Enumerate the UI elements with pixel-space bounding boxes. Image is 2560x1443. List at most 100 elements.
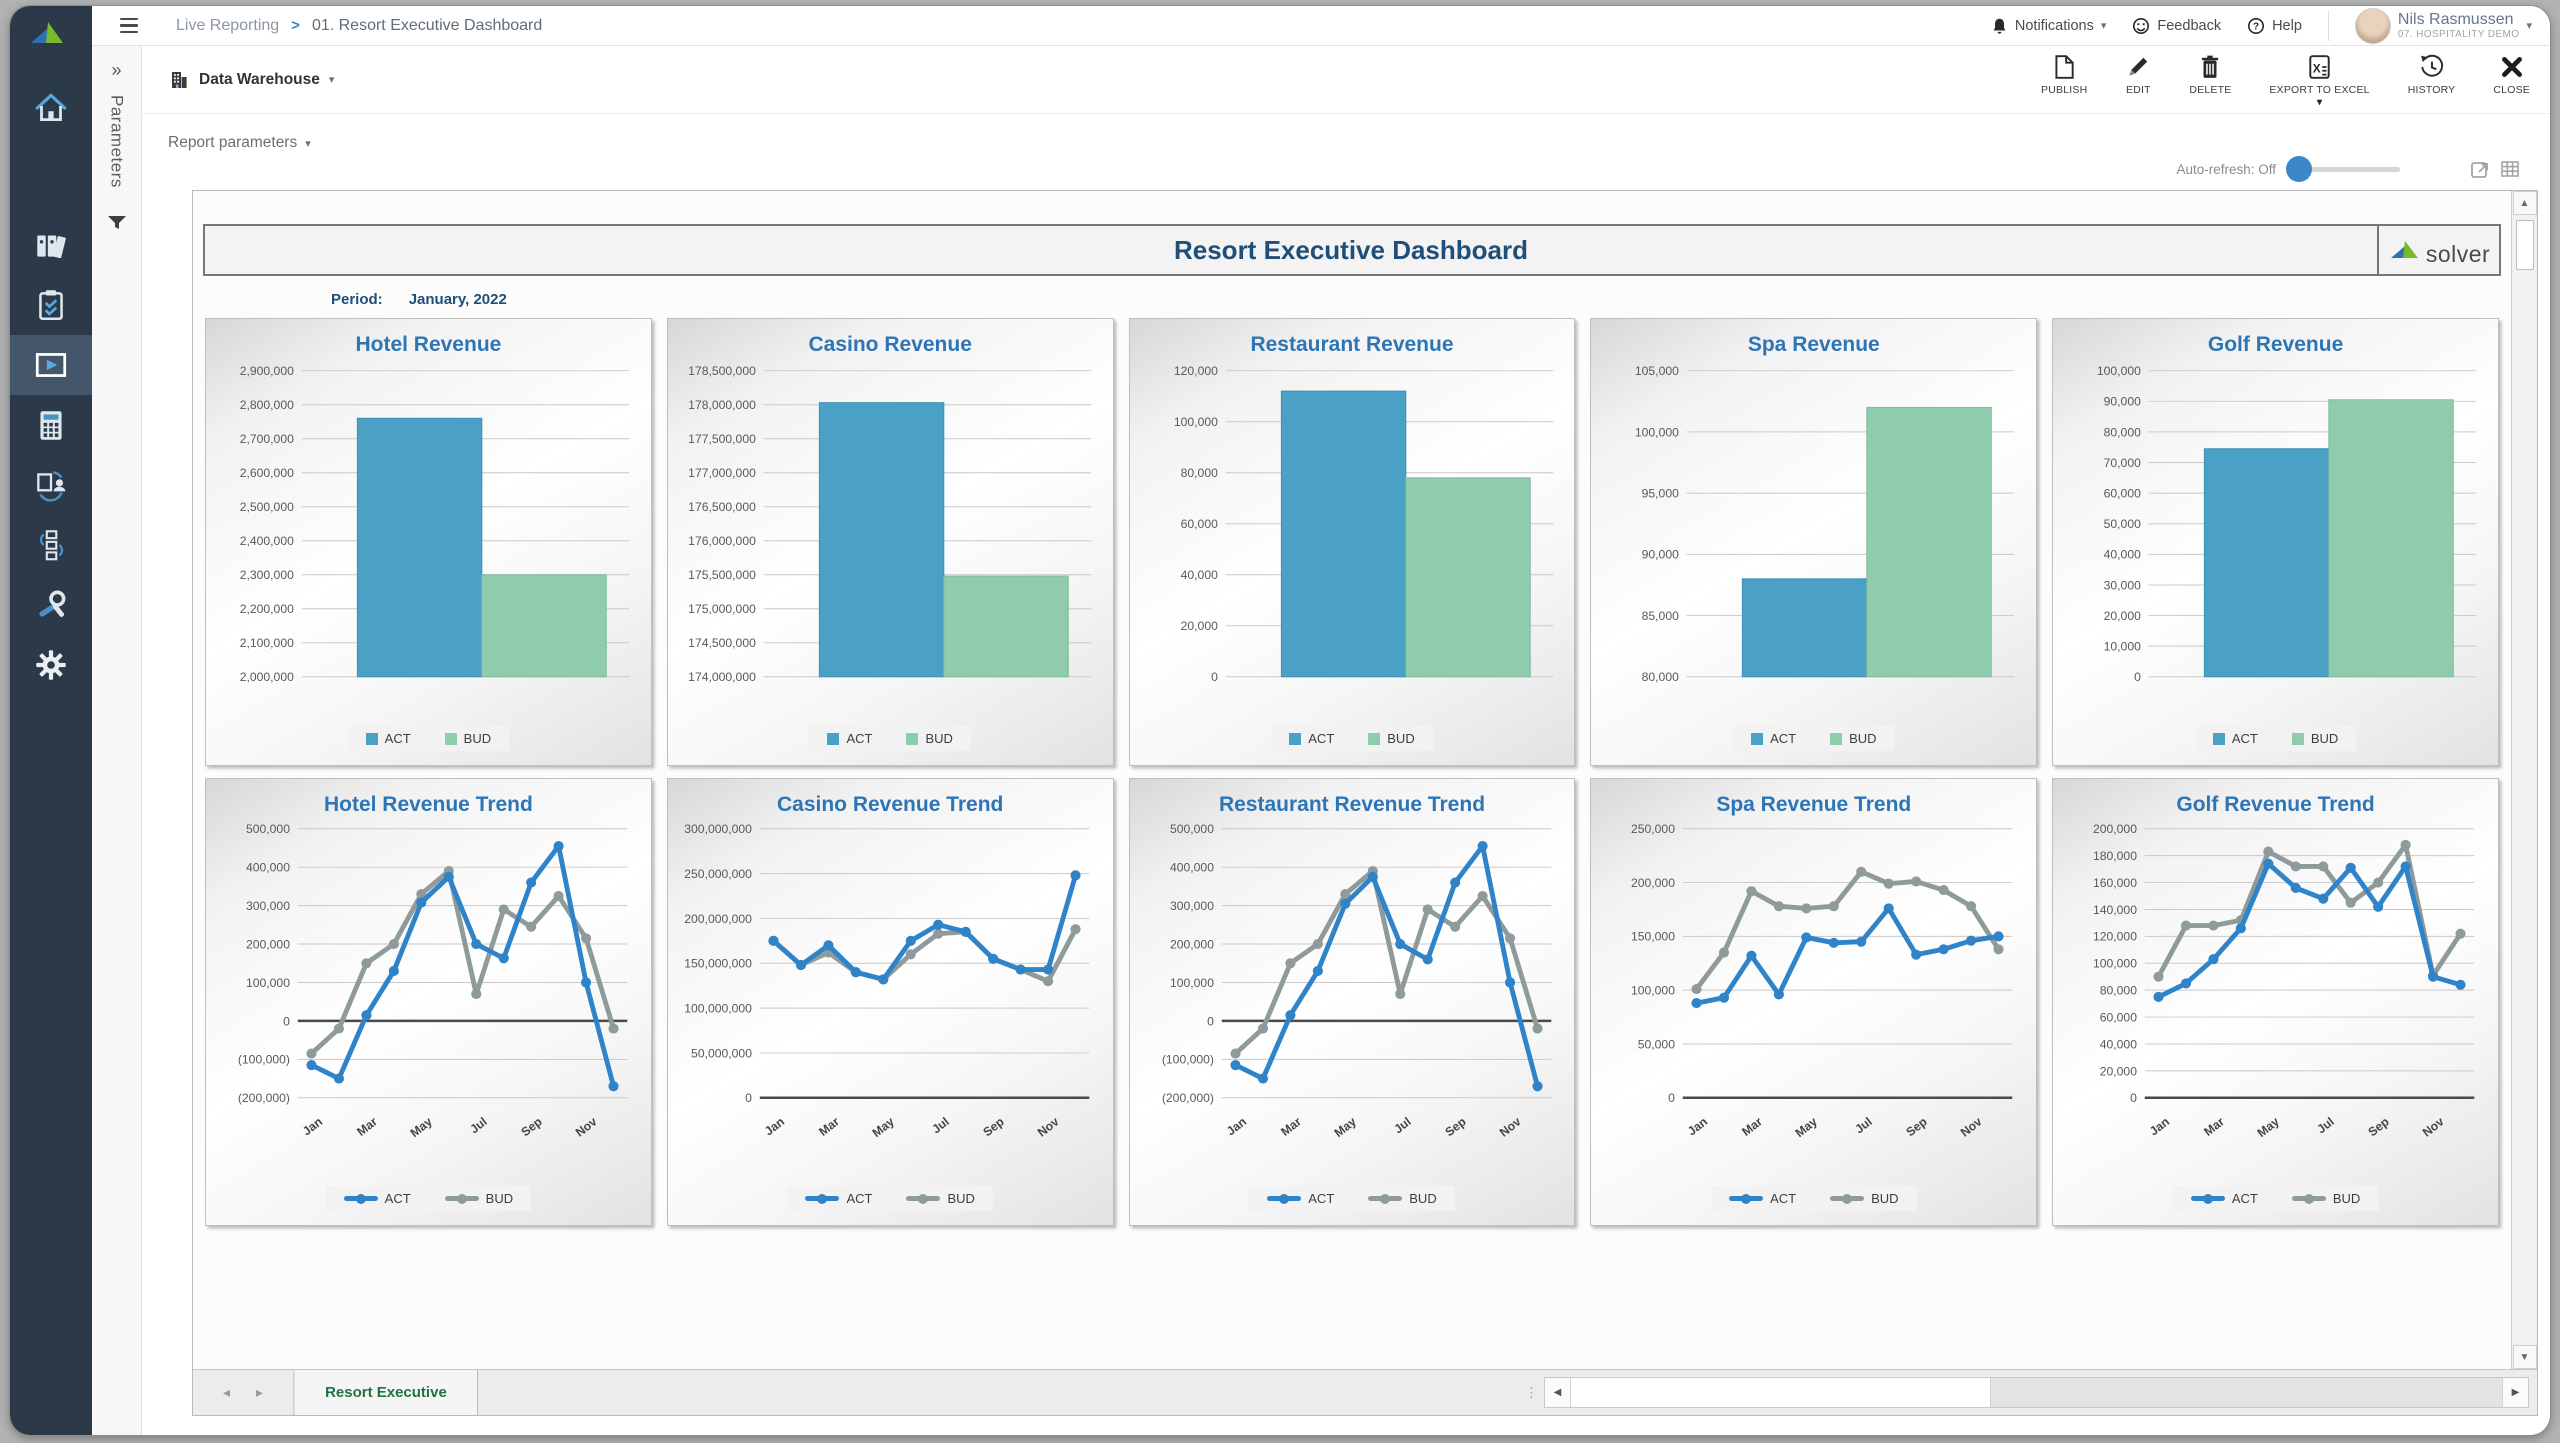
chevron-down-icon: ▾ <box>2100 20 2107 32</box>
delete-label: DELETE <box>2189 83 2232 96</box>
period-value: January, 2022 <box>408 291 507 308</box>
history-button[interactable]: HISTORY <box>2408 54 2456 106</box>
svg-text:2,300,000: 2,300,000 <box>240 568 294 582</box>
sidebar-item-archive[interactable] <box>10 215 92 275</box>
scroll-right-button[interactable]: ▶ <box>2502 1378 2528 1407</box>
svg-text:Jul: Jul <box>2314 1114 2336 1136</box>
line-chart-canvas: 0 50,000 100,000 150,000 200,000 250,000 Jan Ma… <box>1631 822 2013 1140</box>
horizontal-scroll-thumb[interactable] <box>1571 1378 1991 1407</box>
sidebar-item-budgeting[interactable] <box>10 395 92 455</box>
chart-legend: ACT BUD <box>325 1186 532 1211</box>
user-menu[interactable]: Nils Rasmussen 07. Hospitality Demo ▾ <box>2354 7 2532 44</box>
breadcrumb-root[interactable]: Live Reporting <box>176 16 280 34</box>
svg-text:100,000,000: 100,000,000 <box>684 1001 752 1015</box>
sidebar-item-workflow[interactable] <box>10 515 92 575</box>
svg-text:Mar: Mar <box>2201 1114 2227 1139</box>
svg-text:Sep: Sep <box>1904 1114 1930 1139</box>
svg-text:200,000,000: 200,000,000 <box>684 912 752 926</box>
svg-text:(200,000): (200,000) <box>1161 1091 1213 1105</box>
legend-swatch <box>1368 732 1381 745</box>
svg-text:140,000: 140,000 <box>2093 903 2137 917</box>
legend-label: BUD <box>463 731 492 746</box>
live-reporting-icon <box>35 353 67 377</box>
feedback-button[interactable]: Feedback <box>2132 17 2221 35</box>
sidebar-item-tools[interactable] <box>10 575 92 635</box>
edit-pencil-icon <box>2129 57 2148 76</box>
sidebar-item-live-reporting[interactable] <box>10 335 92 395</box>
svg-text:Mar: Mar <box>1740 1114 1766 1139</box>
svg-text:20,000: 20,000 <box>1180 619 1217 633</box>
chart-card: Casino Revenue 174,000,000 174,500,000 175,… <box>666 318 1114 766</box>
sidebar-item-settings[interactable] <box>10 635 92 695</box>
legend-label: BUD <box>947 1191 975 1206</box>
smiley-icon <box>2133 17 2150 34</box>
svg-text:2,500,000: 2,500,000 <box>240 500 294 514</box>
period-row: Period: January, 2022 <box>331 291 2507 308</box>
filter-funnel-icon[interactable] <box>107 214 127 232</box>
close-label: CLOSE <box>2493 83 2530 96</box>
report-parameters-toggle[interactable]: Report parameters ▾ <box>142 114 2550 152</box>
menu-button[interactable] <box>104 17 154 34</box>
legend-swatch-dot <box>817 1193 828 1204</box>
user-name: Nils Rasmussen <box>2397 10 2514 28</box>
svg-text:2,200,000: 2,200,000 <box>240 602 294 616</box>
scroll-left-button[interactable]: ◀ <box>1545 1378 1571 1407</box>
slider-knob[interactable] <box>2286 155 2312 182</box>
next-sheet-button[interactable]: ▸ <box>256 1384 264 1400</box>
help-button[interactable]: ? Help <box>2247 17 2302 35</box>
svg-text:50,000: 50,000 <box>2104 517 2141 531</box>
data-warehouse-icon <box>172 71 187 88</box>
notifications-button[interactable]: Notifications ▾ <box>1991 17 2107 35</box>
svg-text:175,500,000: 175,500,000 <box>688 568 756 582</box>
svg-text:May: May <box>1331 1114 1358 1140</box>
sheet-tab-label: Resort Executive <box>325 1384 447 1401</box>
legend-swatch-dot <box>918 1193 929 1204</box>
chart-title: Restaurant Revenue Trend <box>1218 793 1486 816</box>
legend-swatch <box>1368 1193 1403 1204</box>
close-button[interactable]: CLOSE <box>2493 54 2530 106</box>
report-title-strip: Resort Executive Dashboard solver <box>203 224 2501 276</box>
svg-text:0: 0 <box>745 1091 752 1105</box>
svg-text:Sep: Sep <box>2366 1114 2392 1139</box>
open-in-window-icon[interactable] <box>2470 159 2490 179</box>
sidebar-item-home[interactable] <box>10 77 92 137</box>
publish-button[interactable]: PUBLISH <box>2041 54 2087 106</box>
svg-text:Nov: Nov <box>1035 1114 1062 1139</box>
sidebar-item-tasks[interactable] <box>10 275 92 335</box>
prev-sheet-button[interactable]: ◂ <box>223 1384 231 1400</box>
chart-legend: ACT BUD <box>1271 726 1433 751</box>
legend-item: ACT <box>1729 1191 1796 1206</box>
svg-text:(100,000): (100,000) <box>238 1053 290 1067</box>
grid-view-icon[interactable] <box>2500 159 2520 179</box>
sidebar-item-data-collaboration[interactable] <box>10 455 92 515</box>
legend-item: BUD <box>1368 731 1415 746</box>
solver-logo: solver <box>2377 226 2499 274</box>
tab-scroll-splitter[interactable]: ⋮ <box>1525 1384 1538 1400</box>
sheet-tab-resort-executive[interactable]: Resort Executive <box>294 1370 478 1415</box>
legend-item: BUD <box>906 731 953 746</box>
scroll-up-button[interactable]: ▲ <box>2512 191 2537 215</box>
svg-text:2,000,000: 2,000,000 <box>240 670 294 684</box>
svg-text:300,000: 300,000 <box>1170 899 1214 913</box>
horizontal-scrollbar[interactable]: ◀ ▶ <box>1544 1377 2529 1408</box>
legend-item: ACT <box>1267 1191 1334 1206</box>
svg-text:160,000: 160,000 <box>2093 876 2137 890</box>
delete-button[interactable]: DELETE <box>2189 54 2231 106</box>
export-to-excel-button[interactable]: X EXPORT TO EXCEL ▾ <box>2269 54 2369 108</box>
auto-refresh-slider[interactable] <box>2286 155 2400 182</box>
svg-text:176,500,000: 176,500,000 <box>688 500 756 514</box>
scroll-down-button[interactable]: ▼ <box>2512 1345 2537 1369</box>
edit-button[interactable]: EDIT <box>2125 54 2151 106</box>
svg-text:Mar: Mar <box>354 1114 380 1139</box>
expand-parameters-button[interactable]: » <box>111 60 122 80</box>
svg-text:174,000,000: 174,000,000 <box>688 670 756 684</box>
svg-text:176,000,000: 176,000,000 <box>688 534 756 548</box>
data-source-selector[interactable]: Data Warehouse ▾ <box>168 69 334 91</box>
svg-text:178,000,000: 178,000,000 <box>688 398 756 412</box>
svg-text:95,000: 95,000 <box>1642 487 1679 501</box>
chart-title: Golf Revenue <box>2207 333 2344 356</box>
svg-text:150,000: 150,000 <box>1631 930 1675 944</box>
vertical-scrollbar[interactable]: ▲ ▼ <box>2511 191 2537 1369</box>
vertical-scroll-thumb[interactable] <box>2515 220 2534 270</box>
svg-text:0: 0 <box>283 1014 290 1028</box>
